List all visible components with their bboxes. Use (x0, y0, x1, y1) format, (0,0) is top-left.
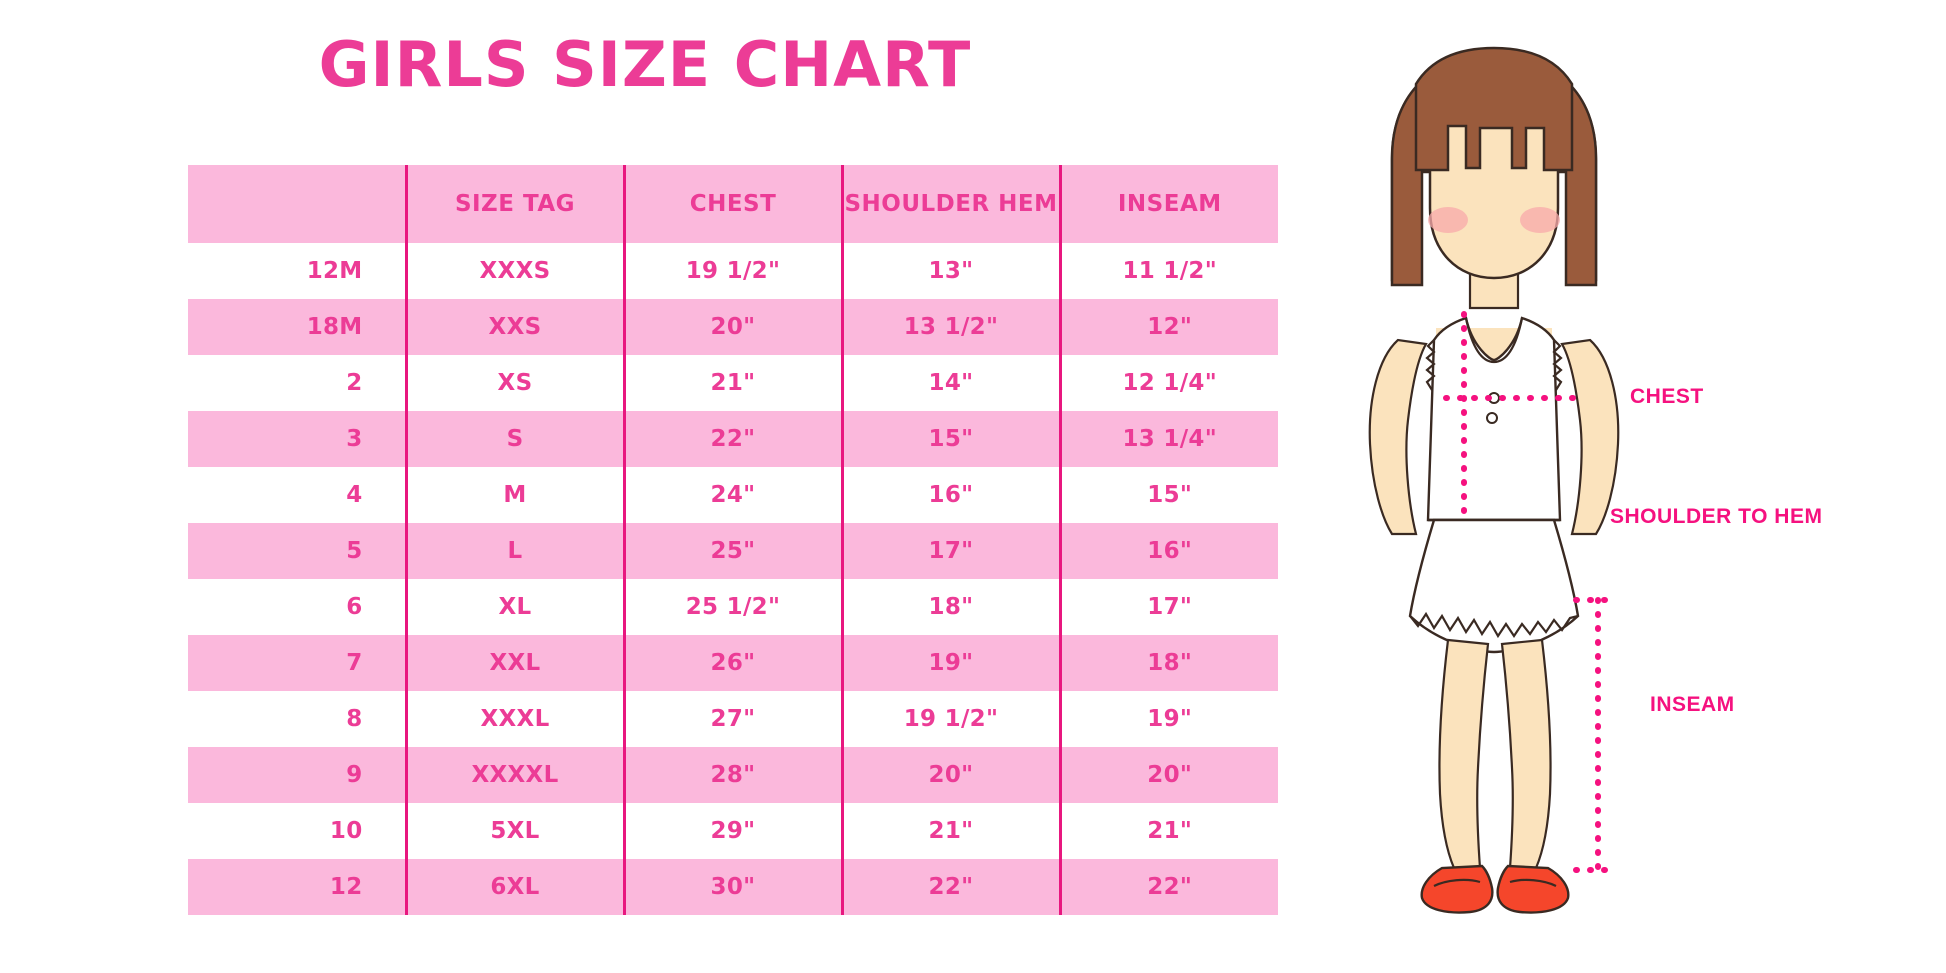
measurement-illustration-panel: CHEST SHOULDER TO HEM INSEAM (1330, 40, 1946, 940)
cell-size: 12 (188, 859, 406, 915)
cell-size: 18M (188, 299, 406, 355)
table-row: 4 M 24" 16" 15" (188, 467, 1278, 523)
column-header-inseam: INSEAM (1058, 165, 1278, 243)
cell-chest: 25 1/2" (622, 579, 842, 635)
page-title: GIRLS SIZE CHART (318, 28, 972, 101)
column-header-chest: CHEST (622, 165, 842, 243)
cell-inseam: 21" (1058, 803, 1278, 859)
cell-chest: 24" (622, 467, 842, 523)
cell-size-tag: 6XL (404, 859, 624, 915)
cell-shoulder-hem: 16" (840, 467, 1060, 523)
cell-size: 2 (188, 355, 406, 411)
cell-size: 7 (188, 635, 406, 691)
table-row: 7 XXL 26" 19" 18" (188, 635, 1278, 691)
cell-shoulder-hem: 13" (840, 243, 1060, 299)
cell-chest: 27" (622, 691, 842, 747)
cell-size: 3 (188, 411, 406, 467)
table-row: 18M XXS 20" 13 1/2" 12" (188, 299, 1278, 355)
column-header-size (188, 165, 406, 243)
cell-size-tag: 5XL (404, 803, 624, 859)
cell-chest: 22" (622, 411, 842, 467)
cell-shoulder-hem: 13 1/2" (840, 299, 1060, 355)
cell-inseam: 12 1/4" (1058, 355, 1278, 411)
column-header-size-tag: SIZE TAG (404, 165, 624, 243)
cell-chest: 28" (622, 747, 842, 803)
size-chart-table-body: 12M XXXS 19 1/2" 13" 11 1/2" 18M XXS 20" 13 1/2"… (188, 243, 1278, 915)
size-chart-table-container: SIZE TAG CHEST SHOULDER HEM INSEAM 12M XX… (188, 165, 1278, 915)
table-row: 3 S 22" 15" 13 1/4" (188, 411, 1278, 467)
measurement-label-shoulder-to-hem: SHOULDER TO HEM (1610, 505, 1823, 528)
cell-size-tag: XXXL (404, 691, 624, 747)
cell-shoulder-hem: 19 1/2" (840, 691, 1060, 747)
cell-size: 9 (188, 747, 406, 803)
cell-chest: 19 1/2" (622, 243, 842, 299)
cell-size: 8 (188, 691, 406, 747)
column-header-shoulder-hem: SHOULDER HEM (840, 165, 1060, 243)
cell-size: 10 (188, 803, 406, 859)
cell-chest: 26" (622, 635, 842, 691)
cell-inseam: 15" (1058, 467, 1278, 523)
cell-shoulder-hem: 18" (840, 579, 1060, 635)
cell-inseam: 17" (1058, 579, 1278, 635)
cell-chest: 29" (622, 803, 842, 859)
cell-size: 6 (188, 579, 406, 635)
cell-size-tag: S (404, 411, 624, 467)
cell-chest: 21" (622, 355, 842, 411)
cell-shoulder-hem: 19" (840, 635, 1060, 691)
cell-shoulder-hem: 14" (840, 355, 1060, 411)
cell-inseam: 11 1/2" (1058, 243, 1278, 299)
cell-chest: 25" (622, 523, 842, 579)
cell-shoulder-hem: 22" (840, 859, 1060, 915)
cell-size-tag: M (404, 467, 624, 523)
cell-shoulder-hem: 15" (840, 411, 1060, 467)
cell-inseam: 18" (1058, 635, 1278, 691)
cell-size: 5 (188, 523, 406, 579)
cell-inseam: 20" (1058, 747, 1278, 803)
measurement-label-chest: CHEST (1630, 385, 1704, 408)
table-row: 10 5XL 29" 21" 21" (188, 803, 1278, 859)
cell-size-tag: XXL (404, 635, 624, 691)
cell-chest: 20" (622, 299, 842, 355)
table-row: 5 L 25" 17" 16" (188, 523, 1278, 579)
cell-shoulder-hem: 17" (840, 523, 1060, 579)
table-row: 8 XXXL 27" 19 1/2" 19" (188, 691, 1278, 747)
table-row: 12M XXXS 19 1/2" 13" 11 1/2" (188, 243, 1278, 299)
cell-inseam: 12" (1058, 299, 1278, 355)
cell-inseam: 13 1/4" (1058, 411, 1278, 467)
cell-inseam: 22" (1058, 859, 1278, 915)
cell-shoulder-hem: 20" (840, 747, 1060, 803)
cell-size-tag: XXS (404, 299, 624, 355)
cell-size-tag: XL (404, 579, 624, 635)
table-header-row: SIZE TAG CHEST SHOULDER HEM INSEAM (188, 165, 1278, 243)
cell-chest: 30" (622, 859, 842, 915)
table-row: 9 XXXXL 28" 20" 20" (188, 747, 1278, 803)
cell-size-tag: XXXS (404, 243, 624, 299)
cell-size: 12M (188, 243, 406, 299)
cell-size-tag: XXXXL (404, 747, 624, 803)
size-chart-table: SIZE TAG CHEST SHOULDER HEM INSEAM 12M XX… (188, 165, 1278, 915)
cell-inseam: 16" (1058, 523, 1278, 579)
girl-figure-icon (1368, 46, 1621, 914)
cell-inseam: 19" (1058, 691, 1278, 747)
table-row: 2 XS 21" 14" 12 1/4" (188, 355, 1278, 411)
cell-size-tag: XS (404, 355, 624, 411)
table-row: 12 6XL 30" 22" 22" (188, 859, 1278, 915)
cell-size: 4 (188, 467, 406, 523)
table-row: 6 XL 25 1/2" 18" 17" (188, 579, 1278, 635)
cell-size-tag: L (404, 523, 624, 579)
measurement-label-inseam: INSEAM (1650, 693, 1735, 716)
cell-shoulder-hem: 21" (840, 803, 1060, 859)
